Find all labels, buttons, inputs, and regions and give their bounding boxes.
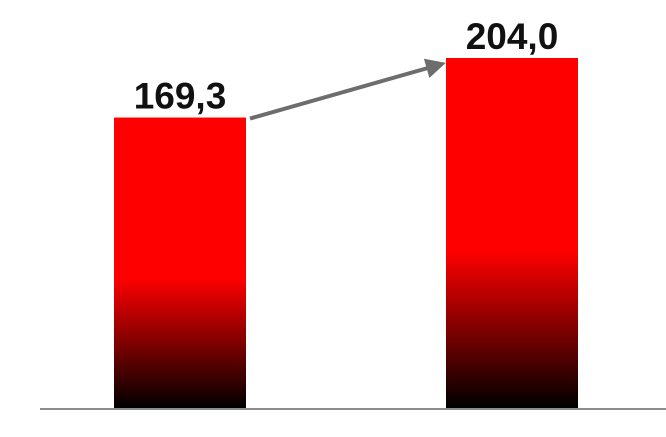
labels-layer: 169,3 204,0 bbox=[134, 16, 559, 117]
trend-arrow bbox=[249, 58, 446, 121]
bar-1 bbox=[114, 117, 246, 409]
value-label-2: 204,0 bbox=[466, 16, 559, 57]
bar-2 bbox=[446, 58, 578, 408]
value-label-1: 169,3 bbox=[134, 76, 227, 117]
bars-layer bbox=[114, 58, 578, 409]
